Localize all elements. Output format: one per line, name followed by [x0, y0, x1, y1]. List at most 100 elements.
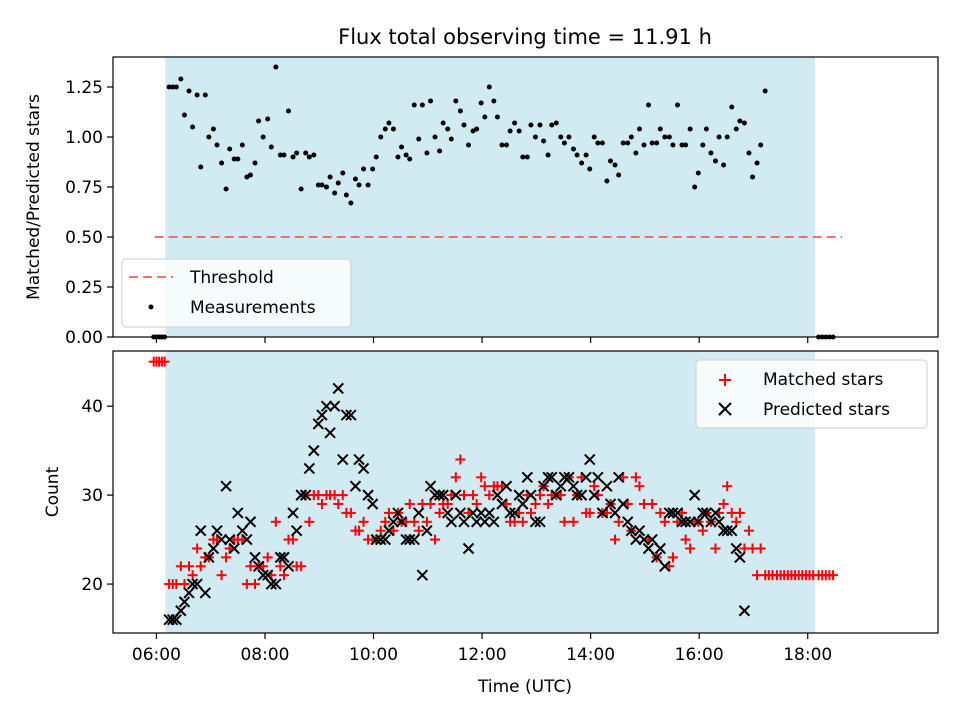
measurement-point	[227, 146, 233, 152]
predicted-star-point	[692, 516, 704, 528]
matched-star-point	[559, 516, 570, 527]
matched-star-point	[647, 499, 658, 510]
predicted-star-point	[475, 507, 487, 519]
bottom-y-tick-label: 30	[81, 486, 103, 506]
predicted-star-point	[462, 542, 475, 555]
measurement-point	[440, 120, 446, 126]
matched-star-point	[458, 490, 469, 501]
measurement-point	[260, 134, 266, 140]
measurement-point	[762, 88, 768, 94]
predicted-star-point	[584, 453, 596, 466]
predicted-star-point	[537, 480, 550, 492]
matched-star-point	[337, 490, 348, 501]
matched-star-point	[710, 543, 721, 554]
measurement-point	[294, 150, 300, 156]
measurement-point	[231, 156, 237, 162]
matched-star-point	[358, 516, 369, 527]
predicted-star-point	[349, 480, 362, 492]
measurement-point	[558, 134, 564, 140]
predicted-star-point	[709, 507, 722, 519]
predicted-star-point	[612, 471, 625, 484]
legend-matched-swatch	[719, 374, 731, 386]
predicted-star-point	[337, 453, 349, 466]
measurement-point	[633, 150, 639, 156]
matched-star-point	[743, 525, 754, 536]
measurement-point	[625, 140, 631, 146]
predicted-star-point	[679, 516, 692, 528]
measurement-point	[173, 84, 179, 90]
measurement-point	[378, 134, 384, 140]
predicted-star-point	[663, 507, 676, 519]
predicted-star-point	[508, 507, 521, 519]
measurement-point	[223, 186, 229, 192]
predicted-star-point	[567, 480, 580, 492]
measurement-point	[724, 134, 730, 140]
measurement-point	[670, 142, 676, 148]
matched-star-point	[471, 499, 482, 510]
predicted-star-point	[488, 516, 500, 528]
predicted-star-point	[362, 489, 374, 501]
predicted-star-point	[513, 489, 525, 501]
predicted-star-point	[408, 533, 420, 546]
measurement-point	[424, 150, 430, 156]
x-tick-label: 16:00	[675, 645, 724, 665]
bottom-legend: Matched stars Predicted stars	[695, 359, 928, 429]
measurement-point	[352, 176, 358, 182]
predicted-star-point	[726, 524, 738, 537]
matched-star-point	[634, 481, 645, 492]
measurement-point	[298, 186, 304, 192]
predicted-star-point	[571, 489, 583, 501]
predicted-star-point	[529, 516, 542, 528]
measurement-point	[712, 158, 718, 164]
top-legend-box	[121, 258, 352, 328]
measurement-point	[239, 142, 245, 148]
measurement-point	[306, 154, 312, 160]
measurement-point	[595, 140, 601, 146]
measurement-point	[419, 102, 425, 108]
predicted-star-point	[395, 516, 408, 528]
measurement-point	[315, 182, 321, 188]
predicted-star-point	[421, 524, 433, 537]
predicted-star-point	[684, 516, 696, 528]
predicted-star-point	[730, 542, 742, 555]
predicted-star-point	[223, 533, 236, 546]
matched-star-point	[354, 525, 365, 536]
legend-predicted-swatch	[718, 402, 732, 416]
matched-star-point	[484, 490, 495, 501]
predicted-star-point	[437, 489, 449, 501]
matched-star-point	[262, 552, 273, 563]
matched-star-point	[159, 356, 170, 367]
predicted-star-point	[467, 507, 479, 519]
legend-measurements-swatch	[148, 304, 154, 310]
predicted-star-point	[717, 524, 730, 537]
bottom-x-axis: 06:00 08:00 10:00 12:00 14:00 16:00 18:00	[132, 633, 832, 665]
measurement-point	[662, 134, 668, 140]
matched-star-point	[195, 561, 206, 572]
measurement-point	[570, 146, 576, 152]
top-y-axis-label: Matched/Predicted stars	[24, 94, 44, 300]
measurement-point	[553, 120, 559, 126]
matched-star-point	[316, 499, 327, 510]
measurement-point	[327, 174, 333, 180]
measurement-point	[679, 142, 685, 148]
matched-star-point	[288, 534, 299, 545]
matched-star-point	[468, 490, 479, 501]
predicted-star-point	[500, 480, 513, 492]
predicted-star-point	[697, 507, 709, 519]
measurement-point	[198, 164, 204, 170]
measurement-point	[361, 166, 367, 172]
matched-star-point	[375, 525, 386, 536]
predicted-star-point	[232, 507, 244, 519]
measurement-point	[265, 116, 271, 122]
matched-star-point	[383, 507, 394, 518]
measurement-point	[516, 128, 522, 134]
matched-star-point	[584, 507, 595, 518]
measurement-point	[335, 180, 341, 186]
predicted-star-point	[521, 471, 534, 484]
measurement-point	[202, 92, 208, 98]
matched-star-point	[667, 552, 678, 563]
matched-star-point	[476, 472, 487, 483]
predicted-star-point	[332, 382, 344, 395]
predicted-star-point	[257, 569, 269, 581]
